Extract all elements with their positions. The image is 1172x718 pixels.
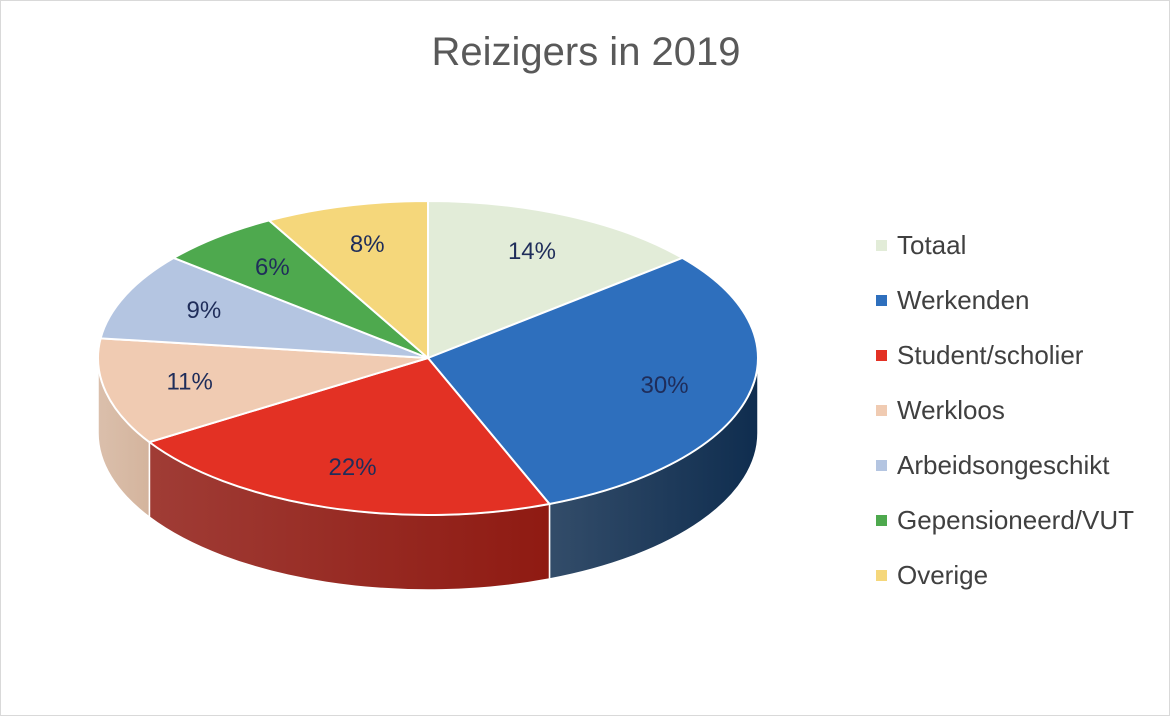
data-label-totaal: 14% bbox=[508, 238, 556, 265]
legend-swatch bbox=[876, 240, 887, 251]
data-label-overige: 8% bbox=[350, 231, 385, 258]
pie-slices bbox=[97, 199, 759, 516]
pie-slice-student-scholier bbox=[147, 356, 552, 516]
legend-swatch bbox=[876, 295, 887, 306]
legend-item-student-scholier: Student/scholier bbox=[876, 328, 1134, 383]
legend-label: Student/scholier bbox=[897, 340, 1084, 370]
pie-slice-arbeidsongeschikt bbox=[99, 256, 429, 359]
legend-item-gepensioneerd-vut: Gepensioneerd/VUT bbox=[876, 493, 1134, 548]
pie-slice-werkloos bbox=[97, 337, 429, 444]
legend-swatch bbox=[876, 515, 887, 526]
legend-item-totaal: Totaal bbox=[876, 218, 1134, 273]
legend-label: Werkloos bbox=[897, 395, 1005, 425]
pie-slice-gepensioneerd-vut bbox=[171, 219, 429, 359]
data-label-werkloos: 11% bbox=[167, 369, 213, 396]
legend-label: Arbeidsongeschikt bbox=[897, 450, 1110, 480]
legend-label: Werkenden bbox=[897, 285, 1030, 315]
legend-item-overige: Overige bbox=[876, 548, 1134, 603]
pie-slice-totaal bbox=[427, 199, 685, 360]
legend-item-werkloos: Werkloos bbox=[876, 383, 1134, 438]
data-label-werkenden: 30% bbox=[641, 372, 689, 399]
legend-swatch bbox=[876, 350, 887, 361]
data-label-gepensioneerd-vut: 6% bbox=[255, 254, 290, 281]
legend-swatch bbox=[876, 570, 887, 581]
legend-label: Totaal bbox=[897, 230, 967, 260]
data-label-arbeidsongeschikt: 9% bbox=[187, 297, 222, 324]
legend: Totaal Werkenden Student/scholier Werkloos A… bbox=[876, 218, 1134, 603]
data-label-student-scholier: 22% bbox=[329, 454, 377, 481]
pie-slice-werkenden bbox=[426, 256, 759, 506]
legend-label: Overige bbox=[897, 560, 989, 590]
legend-swatch bbox=[876, 460, 887, 471]
pie-labels: 14% 30% 22% 11% 9% 6% 8% bbox=[167, 231, 689, 481]
legend-swatch bbox=[876, 405, 887, 416]
legend-label: Gepensioneerd/VUT bbox=[897, 505, 1135, 535]
legend-item-arbeidsongeschikt: Arbeidsongeschikt bbox=[876, 438, 1134, 493]
pie-slice-overige bbox=[266, 199, 429, 361]
legend-item-werkenden: Werkenden bbox=[876, 273, 1134, 328]
chart-title: Reizigers in 2019 bbox=[431, 30, 741, 74]
